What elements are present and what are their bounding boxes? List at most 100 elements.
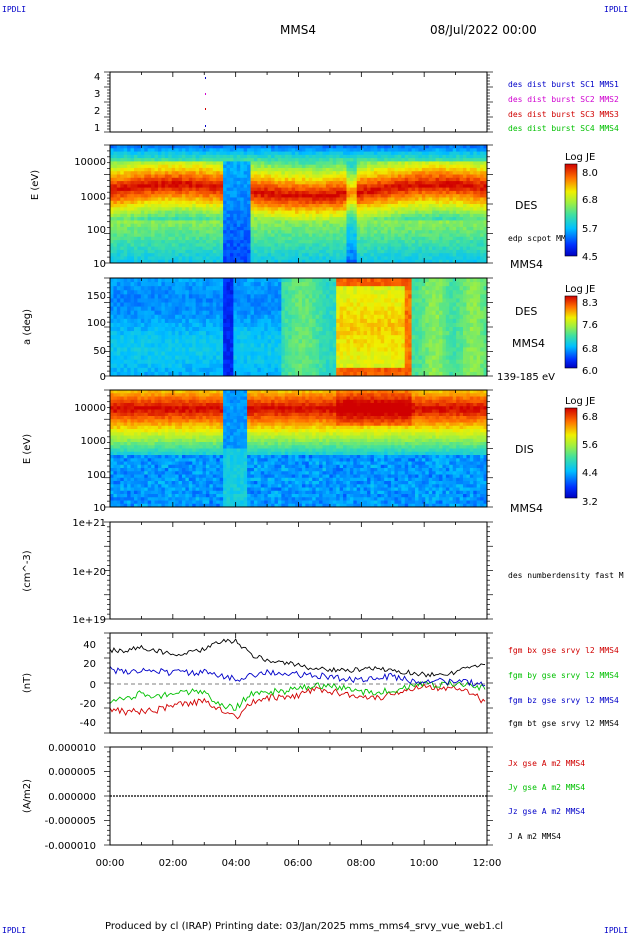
des-energy-cell (339, 158, 344, 162)
des-energy-cell (195, 213, 200, 218)
des-pitch-cell (133, 310, 138, 316)
des-energy-cell (315, 233, 320, 238)
des-pitch-cell (240, 310, 245, 316)
des-energy-cell (428, 171, 433, 175)
des-energy-cell (353, 177, 358, 182)
des-energy-cell (277, 217, 282, 221)
des-energy-cell (291, 154, 296, 159)
des-energy-cell (144, 200, 149, 205)
des-energy-cell (404, 187, 409, 192)
des-energy-cell (473, 200, 478, 205)
des-energy-cell (480, 243, 484, 248)
des-energy-cell (415, 167, 419, 172)
des-energy-cell (161, 197, 166, 202)
des-pitch-cell (110, 318, 114, 324)
des-energy-cell (360, 253, 365, 257)
des-energy-cell (164, 217, 169, 221)
des-energy-cell (233, 200, 238, 205)
des-energy-cell (281, 158, 286, 162)
des-energy-cell (127, 151, 131, 156)
des-pitch-cell (120, 290, 125, 295)
des-energy-cell (178, 151, 183, 156)
des-pitch-cell (185, 351, 190, 356)
des-energy-cell (168, 190, 173, 195)
des-energy-cell (360, 148, 365, 152)
des-energy-cell (195, 256, 200, 261)
des-energy-cell (473, 148, 478, 152)
des-energy-cell (267, 220, 272, 225)
des-energy-cell (229, 194, 234, 198)
des-energy-cell (432, 200, 436, 205)
des-energy-cell (164, 145, 169, 149)
des-energy-cell (483, 161, 488, 166)
des-energy-cell (151, 243, 155, 248)
des-pitch-cell (247, 331, 251, 336)
des-energy-cell (319, 223, 323, 228)
des-pitch-cell (137, 339, 142, 344)
des-pitch-cell (229, 343, 234, 348)
des-energy-cell (243, 220, 248, 225)
des-pitch-cell (144, 278, 149, 283)
des-pitch-cell (240, 355, 245, 361)
des-pitch-cell (209, 314, 214, 320)
des-pitch-cell (130, 367, 135, 373)
des-energy-cell (110, 151, 114, 156)
des-pitch-cell (223, 310, 227, 316)
des-energy-cell (349, 213, 354, 218)
des-pitch-cell (151, 359, 155, 365)
des-energy-cell (185, 194, 190, 198)
des-pitch-cell (229, 339, 234, 344)
des-pitch-cell (123, 335, 128, 340)
des-energy-cell (168, 236, 173, 241)
des-energy-cell (137, 151, 142, 156)
des-pitch-cell (192, 310, 197, 316)
des-energy-cell (439, 223, 443, 228)
des-energy-cell (377, 204, 382, 208)
des-energy-cell (394, 151, 399, 156)
des-energy-cbar-tick-1: 6.8 (582, 195, 598, 206)
des-energy-cell (394, 177, 399, 182)
des-energy-cell (195, 249, 200, 254)
des-energy-cell (137, 184, 142, 189)
des-energy-cell (291, 207, 296, 211)
des-energy-cell (363, 151, 368, 156)
des-energy-cell (171, 171, 176, 175)
des-pitch-cell (199, 282, 203, 287)
des-energy-cell (308, 246, 313, 251)
des-energy-cell (130, 253, 135, 257)
des-energy-cell (305, 223, 310, 228)
des-energy-cell (394, 190, 399, 195)
des-pitch-cell (219, 363, 224, 369)
des-energy-cell (346, 184, 351, 189)
des-pitch-cell (181, 359, 186, 365)
des-energy-cell (384, 184, 389, 189)
des-pitch-cell (168, 371, 173, 377)
des-energy-cell (195, 230, 200, 234)
des-energy-cell (151, 259, 155, 264)
des-pitch-cell (205, 322, 210, 328)
des-energy-cell (325, 210, 330, 215)
des-energy-cell (120, 240, 125, 244)
des-pitch-cell (137, 314, 142, 320)
des-energy-cell (226, 181, 231, 185)
des-energy-cell (157, 151, 162, 156)
des-energy-cell (236, 164, 241, 169)
des-pitch-cell (226, 351, 231, 356)
des-energy-cell (411, 151, 416, 156)
des-energy-cell (137, 148, 142, 152)
des-energy-cell (264, 236, 269, 241)
des-pitch-cell (123, 322, 128, 328)
des-pitch-cell (151, 290, 155, 295)
des-energy-cell (367, 256, 371, 261)
des-energy-cell (216, 187, 221, 192)
des-energy-cell (120, 253, 125, 257)
des-energy-cell (360, 187, 365, 192)
des-energy-cell (336, 184, 341, 189)
des-energy-cell (192, 164, 197, 169)
des-energy-cell (373, 217, 378, 221)
des-pitch-cell (113, 343, 118, 348)
des-energy-cell (301, 204, 306, 208)
des-energy-cell (363, 158, 368, 162)
des-energy-cell (257, 249, 262, 254)
des-pitch-cell (212, 335, 217, 340)
